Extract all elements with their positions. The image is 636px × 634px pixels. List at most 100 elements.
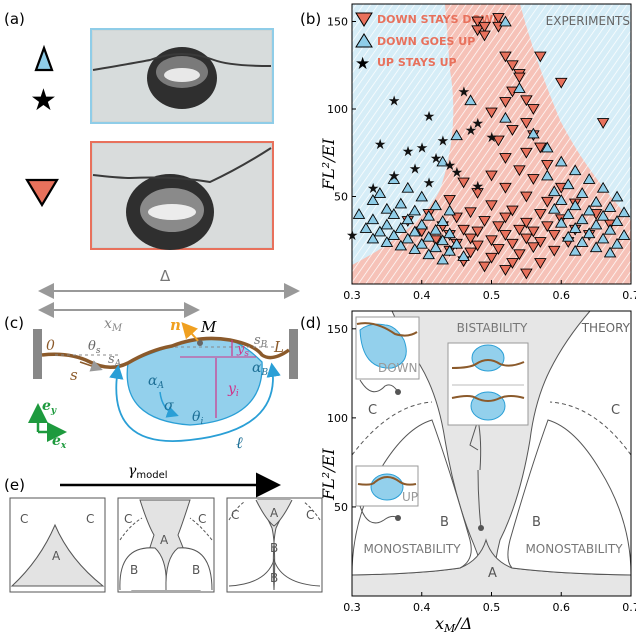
b-point-up-triangle xyxy=(436,253,449,265)
b-point-up-triangle xyxy=(422,248,436,260)
b-point-star: ★ xyxy=(486,130,499,146)
b-point-up-triangle xyxy=(415,190,429,202)
d-inset-down-label: DOWN xyxy=(378,361,418,375)
b-point-up-triangle xyxy=(436,215,449,226)
b-point-down-triangle xyxy=(485,200,498,212)
b-point-star: ★ xyxy=(472,179,485,195)
label-theta-s: θs xyxy=(88,339,101,356)
b-point-down-triangle xyxy=(485,235,498,247)
d-central-curve xyxy=(477,469,482,529)
b-point-down-triangle xyxy=(499,51,512,63)
b-point-up-triangle xyxy=(617,206,631,218)
b-point-down-triangle xyxy=(506,238,519,250)
b-point-up-triangle xyxy=(443,204,456,216)
b-point-down-triangle xyxy=(485,107,498,119)
label-ey: ey xyxy=(42,398,57,416)
b-point-up-triangle xyxy=(499,15,512,27)
b-point-down-triangle xyxy=(547,245,561,257)
d-inset-up: UP xyxy=(355,465,419,524)
label-yi: yi xyxy=(227,381,239,399)
sigma-arrow xyxy=(159,391,179,418)
b-point-down-triangle xyxy=(471,16,484,28)
y-tick-label: 150 xyxy=(327,16,348,29)
label-n: n xyxy=(170,316,181,334)
b-point-down-triangle xyxy=(492,135,505,147)
x-tick-label: 0.5 xyxy=(483,289,501,302)
b-point-up-triangle xyxy=(568,222,582,233)
d-B-left: B xyxy=(440,515,449,530)
b-point-down-triangle xyxy=(506,125,519,136)
b-point-up-triangle xyxy=(359,222,373,233)
b-point-up-triangle xyxy=(373,187,387,198)
b-point-up-triangle xyxy=(373,225,387,237)
b-point-down-triangle xyxy=(492,221,505,233)
mini2-B-right: B xyxy=(192,563,200,577)
d-C-right: C xyxy=(611,403,620,418)
label-sigma: σ xyxy=(164,398,174,414)
label-sB: sB xyxy=(254,333,268,350)
d-inset-up-label: UP xyxy=(402,490,418,504)
right-support xyxy=(289,329,298,379)
b-point-up-triangle xyxy=(554,216,568,228)
b-point-down-triangle xyxy=(534,51,547,63)
b-point-star: ★ xyxy=(388,93,401,109)
d-right-lobe xyxy=(507,419,631,576)
b-point-up-triangle xyxy=(387,173,401,184)
b-point-star: ★ xyxy=(423,176,436,192)
b-point-down-triangle xyxy=(499,230,512,241)
mini3-C-right: C xyxy=(306,508,314,522)
b-point-down-triangle xyxy=(471,240,484,252)
b-point-down-triangle xyxy=(527,174,540,185)
d-inset-down: DOWN xyxy=(355,316,420,395)
b-point-up-triangle xyxy=(547,202,561,214)
d-ylabel: FL²/EI xyxy=(319,448,338,501)
legend-red-down-icon xyxy=(355,12,373,27)
b-point-up-triangle xyxy=(429,199,442,211)
label-L: L xyxy=(273,338,284,356)
b-point-star: ★ xyxy=(388,169,401,185)
b-point-up-triangle xyxy=(352,208,366,219)
b-point-up-triangle xyxy=(610,190,624,202)
d-mono-left: MONOSTABILITY xyxy=(363,542,461,556)
point-m xyxy=(197,340,203,346)
b-point-down-triangle xyxy=(471,188,484,199)
y-tick-label: 50 xyxy=(334,501,348,514)
x-tick-label: 0.7 xyxy=(622,601,636,614)
b-point-up-triangle xyxy=(422,230,436,242)
b-point-down-triangle xyxy=(450,212,463,224)
b-point-down-triangle xyxy=(457,177,470,189)
label-sA: sA xyxy=(108,352,122,369)
b-point-down-triangle xyxy=(513,224,526,236)
b-point-star: ★ xyxy=(402,144,415,160)
x-tick-label: 0.5 xyxy=(483,601,501,614)
b-point-up-triangle xyxy=(603,246,617,258)
b-point-up-triangle xyxy=(499,111,512,123)
b-point-up-triangle xyxy=(443,227,456,239)
b-point-up-triangle xyxy=(436,155,449,167)
label-alpha-B: αB xyxy=(252,360,268,378)
b-point-down-triangle xyxy=(554,77,568,89)
b-point-down-triangle xyxy=(534,209,547,220)
b-point-up-triangle xyxy=(457,250,470,261)
mini2-B-left: B xyxy=(130,563,138,577)
b-point-star: ★ xyxy=(409,162,422,178)
b-point-up-triangle xyxy=(610,215,624,226)
b-point-down-triangle xyxy=(506,60,519,72)
b-point-down-triangle xyxy=(499,153,512,164)
b-point-up-triangle xyxy=(589,218,603,230)
b-point-down-triangle xyxy=(541,221,554,233)
b-point-up-triangle xyxy=(387,208,401,219)
b-point-down-triangle xyxy=(541,160,554,171)
panel-label-e: (e) xyxy=(4,476,25,494)
b-point-up-triangle xyxy=(541,141,554,153)
label-ex: ex xyxy=(52,433,67,451)
b-point-up-triangle xyxy=(568,244,582,256)
b-point-down-triangle xyxy=(527,104,540,115)
mini-plot-1: C C A xyxy=(9,497,106,593)
b-point-up-triangle xyxy=(575,213,589,225)
b-point-up-triangle xyxy=(429,223,442,235)
normal-arrow xyxy=(181,322,201,344)
mini-plot-2: C C A B B xyxy=(117,497,215,593)
b-point-up-triangle xyxy=(429,241,442,253)
